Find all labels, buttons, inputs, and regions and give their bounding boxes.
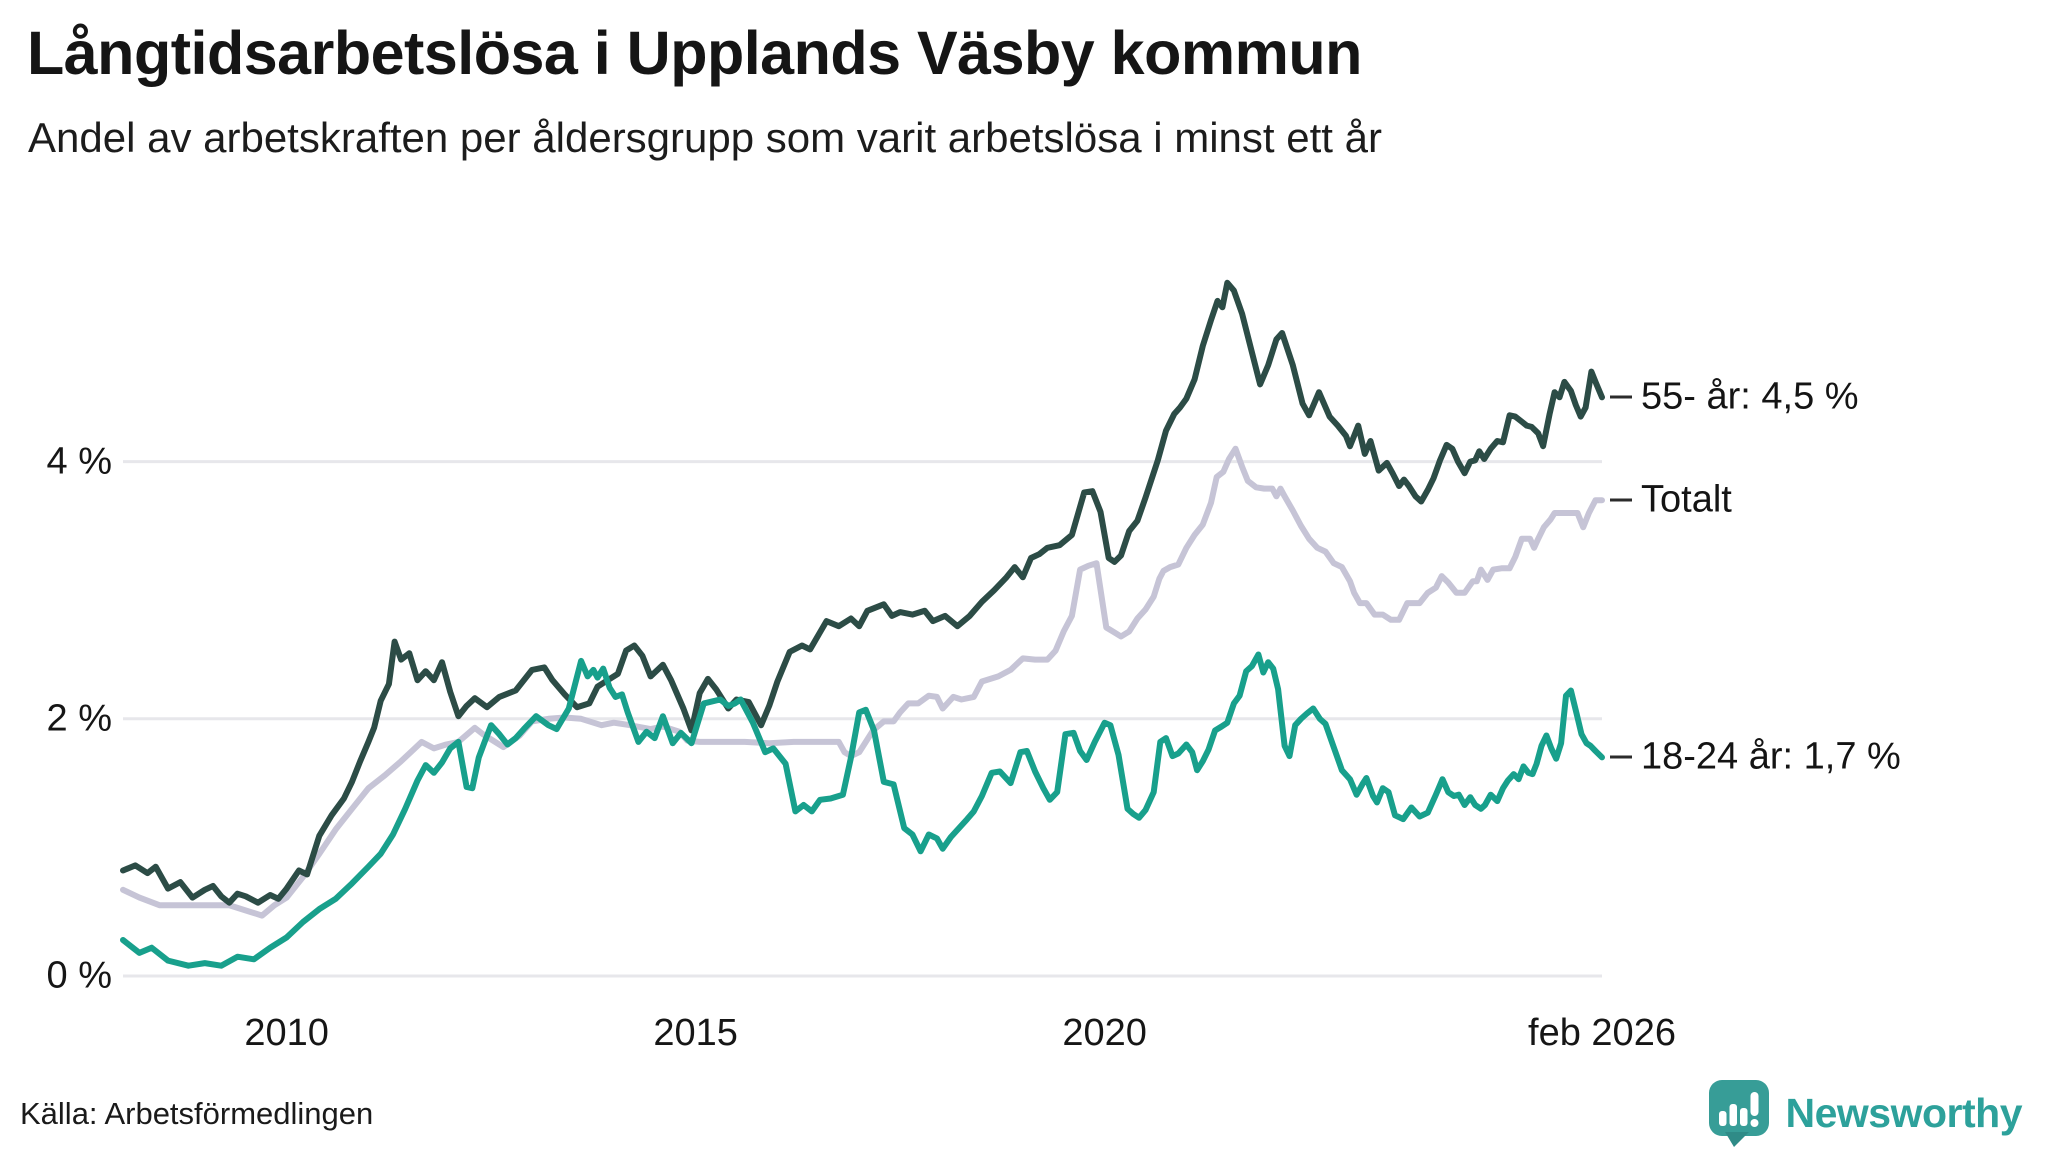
x-axis-tick-2010: 2010 — [244, 1012, 329, 1054]
newsworthy-logo-icon — [1708, 1080, 1769, 1147]
legend-item-55-ar: 55- år: 4,5 % — [1610, 376, 1859, 419]
legend-label-18-24-ar: 18-24 år: 1,7 % — [1641, 735, 1901, 778]
series-line-55-r — [120, 279, 1605, 906]
legend-label-55-ar: 55- år: 4,5 % — [1641, 375, 1859, 418]
x-axis-tick-2015: 2015 — [653, 1012, 738, 1054]
brand-name: Newsworthy — [1785, 1089, 2023, 1136]
newsworthy-brand: Newsworthy — [1707, 1078, 2023, 1148]
legend-item-totalt: Totalt — [1610, 479, 1732, 522]
y-axis-tick-2: 2 % — [46, 697, 112, 740]
x-axis-tick-2020: 2020 — [1062, 1012, 1147, 1054]
source-note: Källa: Arbetsförmedlingen — [20, 1096, 374, 1131]
page-title: Långtidsarbetslösa i Upplands Väsby komm… — [27, 19, 1362, 87]
series-line-18-24-r — [120, 651, 1605, 969]
y-axis-tick-4: 4 % — [46, 440, 112, 483]
legend-dash-icon — [1610, 755, 1632, 759]
series-line-totalt — [120, 445, 1605, 919]
legend-dash-icon — [1610, 498, 1632, 502]
legend-label-totalt: Totalt — [1641, 478, 1732, 521]
legend-dash-icon — [1610, 395, 1632, 399]
x-axis-tick-feb-2026: feb 2026 — [1528, 1012, 1676, 1054]
page-subtitle: Andel av arbetskraften per åldersgrupp s… — [28, 114, 1382, 161]
y-axis-tick-0: 0 % — [46, 954, 112, 997]
legend-item-18-24-ar: 18-24 år: 1,7 % — [1610, 736, 1901, 779]
